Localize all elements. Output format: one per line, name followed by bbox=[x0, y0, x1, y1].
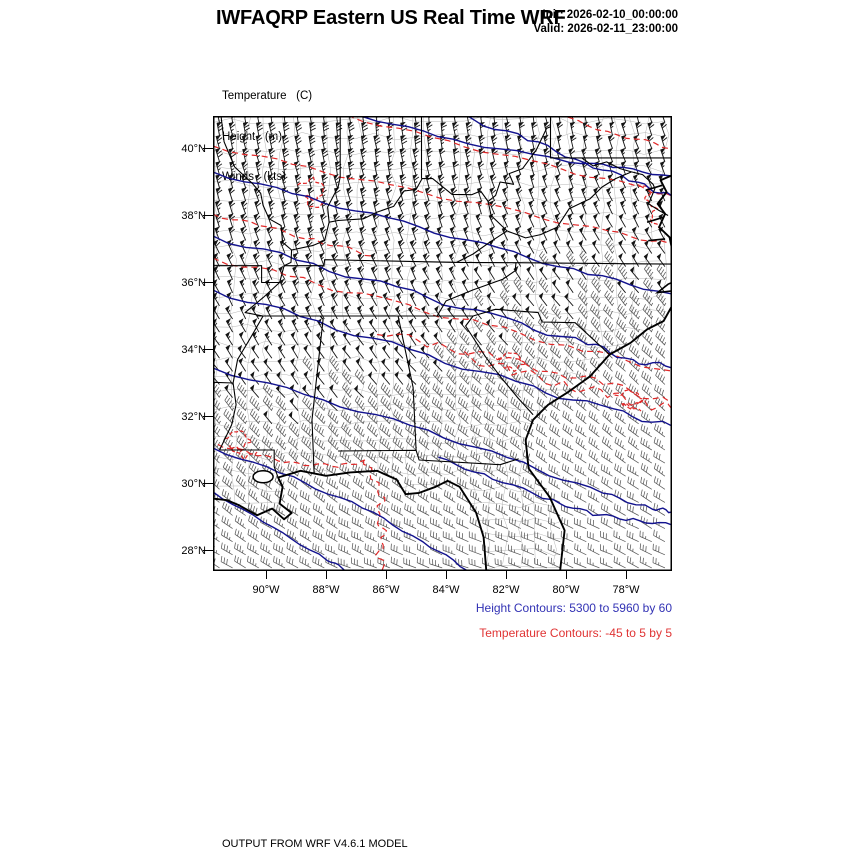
run-info: Init: 2026-02-10_00:00:00 Valid: 2026-02… bbox=[534, 8, 679, 36]
y-axis-label: 28°N bbox=[181, 544, 206, 557]
legend-temperature: Temperature (C) bbox=[222, 90, 313, 102]
x-axis-label: 84°W bbox=[432, 584, 460, 596]
x-axis-tick bbox=[325, 571, 327, 579]
x-axis-label: 82°W bbox=[492, 584, 520, 596]
x-axis-label: 88°W bbox=[312, 584, 340, 596]
page-title: IWFAQRP Eastern US Real Time WRF bbox=[216, 7, 566, 29]
y-axis-label: 36°N bbox=[181, 276, 206, 289]
y-axis-tick bbox=[203, 282, 213, 283]
y-axis-tick bbox=[203, 148, 213, 149]
y-axis-tick bbox=[203, 550, 213, 551]
y-axis-label: 34°N bbox=[181, 343, 206, 356]
y-axis-label: 40°N bbox=[181, 142, 206, 155]
init-time: Init: 2026-02-10_00:00:00 bbox=[542, 9, 678, 21]
x-axis-tick bbox=[445, 571, 447, 579]
y-axis-tick bbox=[203, 349, 213, 350]
model-footer: OUTPUT FROM WRF V4.6.1 MODEL WE = 1000 ;… bbox=[222, 811, 676, 850]
wrf-map bbox=[213, 116, 672, 571]
x-axis-tick bbox=[625, 571, 627, 579]
height-contours-caption: Height Contours: 5300 to 5960 by 60 bbox=[475, 601, 672, 615]
footer-model-line: OUTPUT FROM WRF V4.6.1 MODEL bbox=[222, 838, 408, 850]
valid-time: Valid: 2026-02-11_23:00:00 bbox=[533, 23, 679, 35]
x-axis-tick bbox=[565, 571, 567, 579]
y-axis-tick bbox=[203, 215, 213, 216]
x-axis-label: 90°W bbox=[252, 584, 280, 596]
x-axis-tick bbox=[385, 571, 387, 579]
y-axis-label: 32°N bbox=[181, 410, 206, 423]
x-axis-tick bbox=[265, 571, 267, 579]
x-axis-tick bbox=[505, 571, 507, 579]
x-axis-label: 86°W bbox=[372, 584, 400, 596]
temperature-contours-caption: Temperature Contours: -45 to 5 by 5 bbox=[479, 626, 672, 640]
y-axis-tick bbox=[203, 416, 213, 417]
y-axis-label: 38°N bbox=[181, 209, 206, 222]
x-axis-label: 78°W bbox=[612, 584, 640, 596]
x-axis-label: 80°W bbox=[552, 584, 580, 596]
y-axis-label: 30°N bbox=[181, 477, 206, 490]
y-axis-tick bbox=[203, 483, 213, 484]
